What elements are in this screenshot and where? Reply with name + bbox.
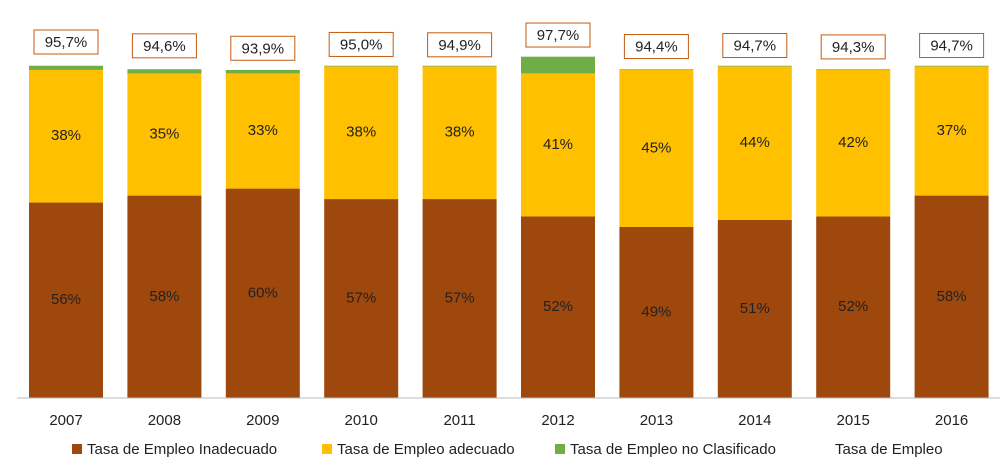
data-label: 38% [346, 124, 376, 141]
total-label-box [919, 32, 985, 58]
x-tick-label: 2014 [738, 412, 771, 429]
total-label-box [525, 22, 591, 48]
bar-segment [619, 69, 694, 70]
total-label-box [131, 33, 197, 59]
x-tick-label: 2008 [148, 412, 181, 429]
bar-segment [225, 188, 300, 398]
data-label: 37% [937, 122, 967, 139]
legend-swatch [555, 444, 565, 454]
total-label-box [722, 32, 788, 58]
x-tick-label: 2013 [640, 412, 673, 429]
bar-segment [619, 69, 694, 227]
bar-segment [422, 66, 497, 200]
bar-segment [225, 73, 300, 189]
x-tick-label: 2010 [345, 412, 378, 429]
bar-segment [127, 69, 202, 74]
legend-label: Tasa de Empleo no Clasificado [570, 441, 776, 458]
total-label: 94,4% [635, 39, 678, 56]
legend-label: Tasa de Empleo [835, 441, 943, 458]
data-label: 35% [149, 125, 179, 142]
legend-swatch [72, 444, 82, 454]
total-label-box [33, 29, 99, 55]
bar-segment [127, 195, 202, 398]
total-label: 95,0% [340, 36, 383, 53]
x-tick-label: 2012 [541, 412, 574, 429]
total-label: 94,9% [438, 37, 481, 54]
data-label: 52% [543, 298, 573, 315]
data-label: 58% [937, 288, 967, 305]
bar-segment [816, 69, 891, 70]
legend-label: Tasa de Empleo adecuado [337, 441, 515, 458]
bar-segment [29, 202, 103, 398]
x-tick-label: 2016 [935, 412, 968, 429]
total-label: 97,7% [537, 27, 580, 44]
total-label: 93,9% [242, 40, 285, 57]
data-label: 52% [838, 298, 868, 315]
x-tick-label: 2011 [443, 412, 475, 429]
x-tick-label: 2009 [246, 412, 279, 429]
total-label-box [328, 31, 394, 57]
total-label-box [230, 35, 296, 61]
data-label: 51% [740, 300, 770, 317]
bar-segment [29, 65, 103, 70]
total-label-box [820, 34, 886, 60]
total-label: 95,7% [45, 34, 88, 51]
data-label: 57% [445, 290, 475, 307]
legend-label: Tasa de Empleo Inadecuado [87, 441, 277, 458]
x-tick-label: 2015 [837, 412, 870, 429]
data-label: 38% [51, 127, 81, 144]
bar-segment [717, 65, 792, 67]
total-label: 94,3% [832, 39, 875, 56]
bar-segment [914, 65, 989, 67]
total-label: 94,7% [734, 37, 777, 54]
total-label: 94,6% [143, 38, 186, 55]
bar-segment [914, 195, 989, 398]
legend-swatch [322, 444, 332, 454]
bar-segment [816, 216, 891, 398]
bar-segment [816, 69, 891, 217]
data-label: 56% [51, 291, 81, 308]
bar-segment [324, 199, 399, 398]
data-label: 42% [838, 134, 868, 151]
x-tick-label: 2007 [49, 412, 82, 429]
data-label: 57% [346, 290, 376, 307]
data-label: 60% [248, 284, 278, 301]
bar-segment [422, 65, 497, 67]
data-label: 41% [543, 136, 573, 153]
data-label: 58% [149, 288, 179, 305]
data-label: 38% [445, 124, 475, 141]
bar-segment [29, 69, 103, 203]
bar-segment [521, 73, 595, 217]
bar-segment [914, 66, 989, 196]
bar-segment [717, 66, 792, 221]
total-label-box [427, 32, 493, 58]
bar-segment [324, 65, 399, 67]
bar-segment [324, 66, 399, 200]
bar-segment [521, 56, 595, 74]
total-label-box [623, 34, 689, 60]
bar-segment [225, 69, 300, 74]
data-label: 33% [248, 122, 278, 139]
bar-segment [717, 220, 792, 398]
bar-segment [422, 199, 497, 398]
data-label: 49% [641, 303, 671, 320]
data-label: 45% [641, 139, 671, 156]
data-label: 44% [740, 134, 770, 151]
total-label: 94,7% [930, 37, 973, 54]
bar-segment [127, 73, 202, 196]
bar-segment [619, 226, 694, 398]
bar-segment [521, 216, 595, 398]
